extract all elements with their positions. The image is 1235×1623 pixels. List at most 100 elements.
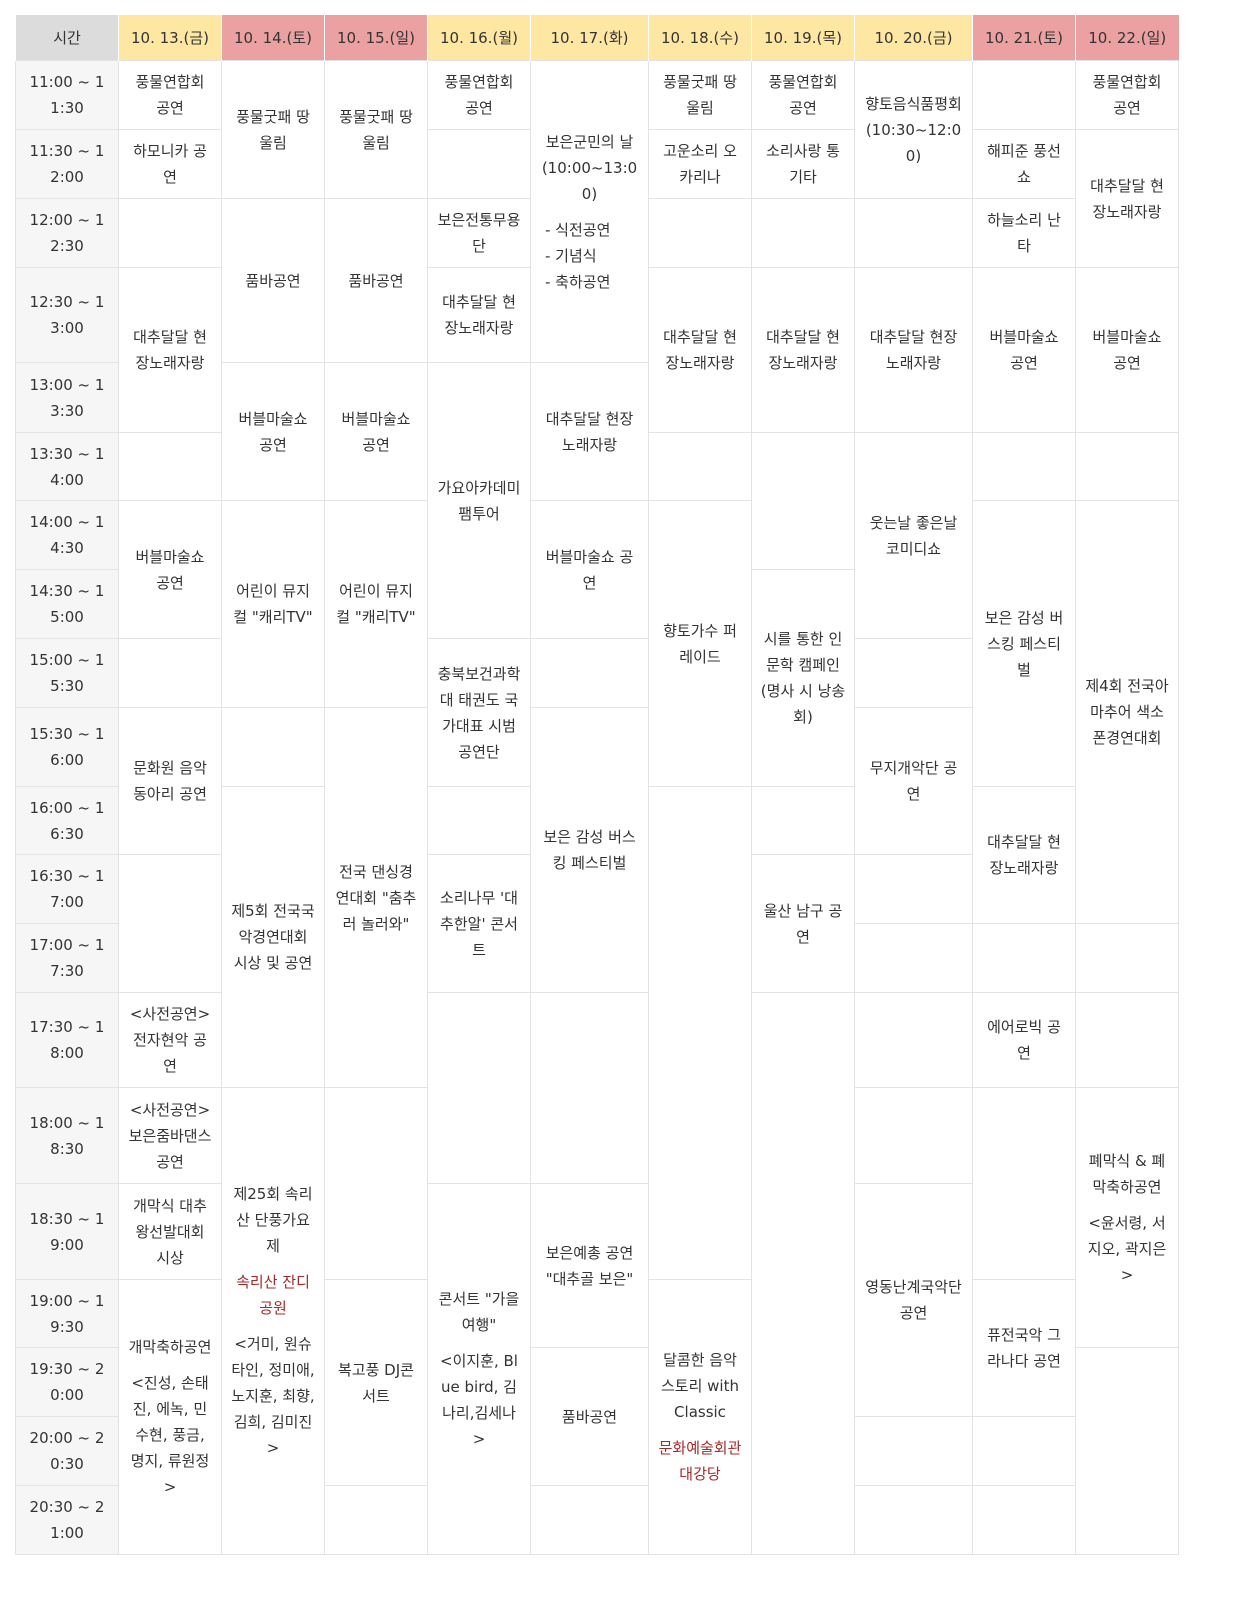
time-row: 18:00 ~ 18:30 <사전공연> 보은줌바댄스 공연 제25회 속리산 단풍… xyxy=(15,1087,1179,1555)
event-title: <사전공연> 전자현악 공연 xyxy=(129,1005,211,1075)
event-cell: 문화원 음악동아리 공연 xyxy=(118,707,222,855)
detail-line: <진성, 손태진, 에녹, 민수현, 풍금, 명지, 류원정> xyxy=(130,1374,210,1496)
event-cell: 풍물연합회 공연 xyxy=(427,60,531,130)
event-cell xyxy=(751,432,855,570)
event-title: 버블마술쇼 공연 xyxy=(238,409,308,454)
date-header: 10. 21.(토) xyxy=(972,15,1076,61)
event-cell xyxy=(854,638,973,708)
event-title: 복고풍 DJ콘서트 xyxy=(338,1360,414,1405)
event-title: 충북보건과학대 태권도 국가대표 시범공연단 xyxy=(437,664,521,761)
event-title: 영동난계국악단 공연 xyxy=(865,1278,962,1322)
event-cell: 버블마술쇼 공연 xyxy=(221,362,325,501)
event-title: 하모니카 공연 xyxy=(133,142,207,186)
event-title: 가요아카데미 팸투어 xyxy=(437,478,521,523)
detail-line: - 축하공연 xyxy=(545,272,611,291)
event-cell xyxy=(972,60,1076,130)
event-cell xyxy=(972,923,1076,993)
time-row: 11:00 ~ 11:30 풍물연합회 공연 풍물굿패 땅울림 풍물굿패 땅울림 풍물연… xyxy=(15,60,1179,363)
time-cell: 11:30 ~ 12:00 xyxy=(15,129,119,199)
time-label: 14:00 ~ 14:30 xyxy=(29,513,105,557)
event-cell: 전국 댄싱경연대회 "춤추러 놀러와" xyxy=(324,707,428,1088)
event-detail: <거미, 원슈타인, 정미애, 노지훈, 최향, 김희, 김미진> xyxy=(230,1331,316,1461)
event-cell: 하늘소리 난타 xyxy=(972,198,1076,268)
time-label: 17:00 ~ 17:30 xyxy=(29,936,105,980)
event-title: 어린이 뮤지컬 "캐리TV" xyxy=(233,582,313,626)
event-cell: 대추달달 현장노래자랑 xyxy=(972,786,1076,924)
time-label: 16:00 ~ 16:30 xyxy=(29,798,105,843)
event-venue: 속리산 잔디공원 xyxy=(236,1273,310,1317)
event-cell xyxy=(854,198,973,268)
event-cell: 콘서트 "가을여행" <이지훈, Blue bird, 김나리,김세나> xyxy=(427,1183,531,1555)
time-cell: 13:30 ~ 14:00 xyxy=(15,432,119,501)
time-row: 19:30 ~ 20:00 품바공연 xyxy=(15,1347,1179,1555)
event-cell: 소리사랑 통기타 xyxy=(751,129,855,199)
event-cell xyxy=(1075,923,1179,993)
event-title: 개막식 대추왕선발대회 시상 xyxy=(133,1196,207,1267)
event-cell: 대추달달 현장노래자랑 xyxy=(427,267,531,363)
time-row: 12:30 ~ 13:00 대추달달 현장노래자랑 대추달달 현장노래자랑 대추달달 … xyxy=(15,267,1179,433)
time-row: 17:30 ~ 18:00 <사전공연> 전자현악 공연 에어로빅 공연 xyxy=(15,992,1179,1555)
time-label: 15:00 ~ 15:30 xyxy=(29,651,105,695)
event-cell: 하모니카 공연 xyxy=(118,129,222,199)
time-cell: 18:30 ~ 19:00 xyxy=(15,1183,119,1280)
event-cell xyxy=(118,432,222,501)
event-title: 버블마술쇼 공연 xyxy=(341,409,411,454)
event-title: 보은예총 공연 "대추골 보은" xyxy=(545,1243,634,1288)
event-cell: 제5회 전국국악경연대회 시상 및 공연 xyxy=(221,786,325,1088)
event-title: 어린이 뮤지컬 "캐리TV" xyxy=(336,582,416,626)
event-cell xyxy=(118,854,222,993)
event-cell: 품바공연 xyxy=(324,198,428,363)
event-cell: 어린이 뮤지컬 "캐리TV" xyxy=(221,500,325,708)
time-label: 11:30 ~ 12:00 xyxy=(29,142,105,186)
event-cell xyxy=(751,198,855,268)
event-cell: 향토음식품평회 (10:30~12:00) xyxy=(854,60,973,199)
event-cell: 품바공연 xyxy=(530,1347,649,1486)
event-cell xyxy=(854,1087,973,1184)
event-cell xyxy=(530,1485,649,1555)
event-cell: 어린이 뮤지컬 "캐리TV" xyxy=(324,500,428,708)
event-title: 대추달달 현장노래자랑 xyxy=(663,328,737,372)
detail-line: - 식전공연 xyxy=(545,220,611,239)
event-title: 무지개악단 공연 xyxy=(869,759,958,803)
event-cell: 달콤한 음악 스토리 with Classic 문화예술회관 대강당 xyxy=(648,1279,752,1555)
event-title: 향토가수 퍼레이드 xyxy=(663,621,737,666)
event-title: 달콤한 음악 스토리 with Classic xyxy=(661,1351,739,1421)
event-cell xyxy=(1075,1347,1179,1555)
event-detail: <진성, 손태진, 에녹, 민수현, 풍금, 명지, 류원정> xyxy=(127,1370,213,1500)
event-title: 제5회 전국국악경연대회 시상 및 공연 xyxy=(231,902,315,972)
event-cell: 개막식 대추왕선발대회 시상 xyxy=(118,1183,222,1280)
event-cell: 시를 통한 인문학 캠페인 (명사 시 낭송회) xyxy=(751,569,855,787)
event-title: 풍물연합회 공연 xyxy=(1092,73,1162,117)
time-row: 13:00 ~ 13:30 버블마술쇼 공연 버블마술쇼 공연 가요아카데미 팸투어 대… xyxy=(15,362,1179,639)
event-title: <사전공연> 보은줌바댄스 공연 xyxy=(128,1100,212,1171)
date-header: 10. 18.(수) xyxy=(648,15,752,61)
event-title: 보은전통무용단 xyxy=(437,211,521,255)
event-cell xyxy=(972,1087,1076,1280)
event-cell: 풍물연합회 공연 xyxy=(118,60,222,130)
event-title: 해피준 풍선쇼 xyxy=(987,142,1061,186)
event-cell: 소리나무 '대추한알' 콘서트 xyxy=(427,854,531,993)
time-label: 12:00 ~ 12:30 xyxy=(29,211,105,255)
event-title: 전국 댄싱경연대회 "춤추러 놀러와" xyxy=(335,862,417,933)
event-cell xyxy=(854,854,973,924)
event-cell xyxy=(648,198,752,268)
event-title: 제25회 속리산 단풍가요제 xyxy=(233,1185,313,1255)
event-cell: 품바공연 xyxy=(221,198,325,363)
event-title: 품바공연 xyxy=(245,271,301,290)
time-cell: 14:30 ~ 15:00 xyxy=(15,569,119,639)
header-row: 시간 10. 13.(금) 10. 14.(토) 10. 15.(일) 10. 16.(… xyxy=(15,15,1179,61)
event-cell: 풍물연합회 공연 xyxy=(1075,60,1179,130)
time-label: 18:30 ~ 19:00 xyxy=(29,1209,105,1254)
event-cell: 대추달달 현장노래자랑 xyxy=(648,267,752,433)
event-cell xyxy=(854,1416,973,1486)
time-row: 16:00 ~ 16:30 제5회 전국국악경연대회 시상 및 공연 대추달달 현장… xyxy=(15,786,1179,1280)
event-cell: 충북보건과학대 태권도 국가대표 시범공연단 xyxy=(427,638,531,787)
time-row: 12:00 ~ 12:30 품바공연 품바공연 보은전통무용단 하늘소리 난타 xyxy=(15,198,1179,363)
event-cell: 보은예총 공연 "대추골 보은" xyxy=(530,1183,649,1348)
time-cell: 15:00 ~ 15:30 xyxy=(15,638,119,708)
date-header: 10. 19.(목) xyxy=(751,15,855,61)
time-cell: 17:30 ~ 18:00 xyxy=(15,992,119,1088)
time-cell: 12:00 ~ 12:30 xyxy=(15,198,119,268)
event-cell: 버블마술쇼 공연 xyxy=(530,500,649,639)
